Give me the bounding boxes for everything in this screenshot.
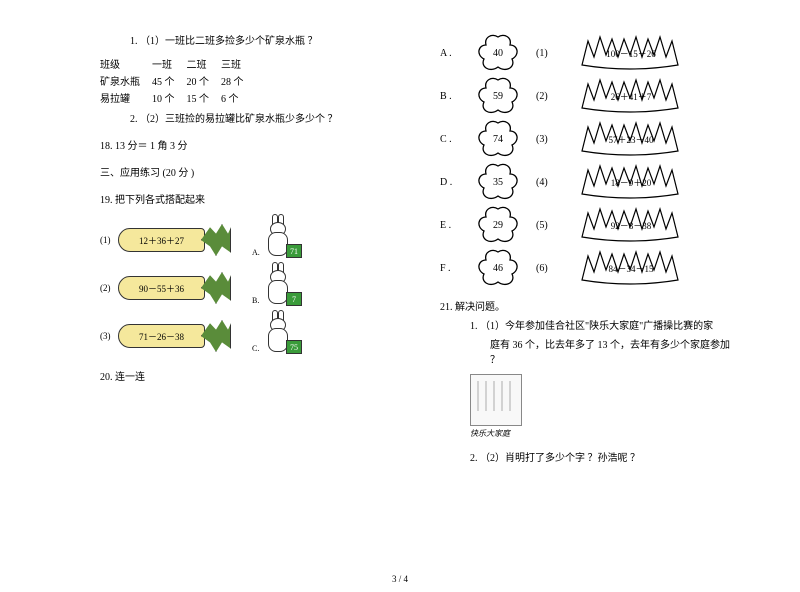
page-footer: 3 / 4: [0, 574, 800, 584]
family-caption: 快乐大家庭: [470, 428, 740, 439]
bunny-icon: B. 7: [262, 266, 298, 310]
flower-num: 35: [476, 162, 520, 202]
carrot-expr: 71－26－38: [118, 324, 205, 348]
flower-letter: D .: [440, 177, 460, 188]
th-c2: 二班: [187, 55, 222, 72]
flower-icon: 35: [476, 162, 520, 202]
carrot-icon: 90－55＋36: [118, 273, 238, 303]
carrot-expr: 12＋36＋27: [118, 228, 205, 252]
carrot-icon: 71－26－38: [118, 321, 238, 351]
carrot-idx: (3): [100, 331, 118, 341]
grass-idx: (6): [536, 263, 560, 274]
grass-idx: (1): [536, 48, 560, 59]
bunny-tag: 7: [286, 292, 302, 306]
flower-row: E . 29 (5) 92－8－38: [440, 205, 740, 245]
flower-num: 29: [476, 205, 520, 245]
flower-letter: F .: [440, 263, 460, 274]
flower-row: A . 40 (1) 100－15－26: [440, 33, 740, 73]
grass-icon: 18－9＋20: [576, 164, 686, 200]
flower-letter: B .: [440, 91, 460, 102]
flower-icon: 40: [476, 33, 520, 73]
flower-num: 40: [476, 33, 520, 73]
grass-icon: 57＋23－40: [576, 121, 686, 157]
bunny-icon: A. 71: [262, 218, 298, 262]
question-21-2: 2. （2）肖明打了多少个字 ？孙浩呢 ？: [470, 451, 740, 466]
question-21-1a: 1. （1）今年参加佳合社区"陕乐大家庭"广播操比赛的家: [470, 319, 740, 334]
data-table: 班级 一班 二班 三班 矿泉水瓶 45 个 20 个 28 个 易拉罐 10 个…: [100, 55, 256, 106]
cell: 15 个: [187, 89, 222, 106]
grass-expr: 84－34－15: [576, 250, 686, 286]
flower-letter: A .: [440, 48, 460, 59]
carrot-icon: 12＋36＋27: [118, 225, 238, 255]
grass-idx: (4): [536, 177, 560, 188]
page: 1. （1）一班比二班多捡多少个矿泉水瓶 ？ 班级 一班 二班 三班 矿泉水瓶 …: [0, 0, 800, 490]
flower-num: 74: [476, 119, 520, 159]
row-cans-label: 易拉罐: [100, 89, 152, 106]
grass-idx: (2): [536, 91, 560, 102]
grass-expr: 100－15－26: [576, 35, 686, 71]
carrot-expr: 90－55＋36: [118, 276, 205, 300]
carrot-matching: (1) 12＋36＋27 A. 71 (2) 90－55＋36: [100, 218, 400, 358]
leaf-icon: [201, 224, 231, 256]
question-21: 21. 解决问题。: [440, 300, 740, 315]
grass-icon: 26＋41＋7: [576, 78, 686, 114]
bunny-letter: A.: [252, 248, 260, 257]
bunny-tag: 71: [286, 244, 302, 258]
leaf-icon: [201, 320, 231, 352]
question-1-2: 2. （2）三班捡的易拉罐比矿泉水瓶少多少个 ？: [130, 112, 400, 127]
section-3-title: 三、应用练习 (20 分 ): [100, 166, 400, 181]
bunny-letter: C.: [252, 344, 259, 353]
flower-row: F . 46 (6) 84－34－15: [440, 248, 740, 288]
flower-row: D . 35 (4) 18－9＋20: [440, 162, 740, 202]
cell: 28 个: [221, 72, 256, 89]
question-21-1b: 庭有 36 个，比去年多了 13 个，去年有多少个家庭参加 ？: [490, 338, 740, 368]
question-19: 19. 把下列各式搭配起来: [100, 193, 400, 208]
carrot-row-3: (3) 71－26－38 C. 75: [100, 314, 400, 358]
grass-expr: 92－8－38: [576, 207, 686, 243]
question-18: 18. 13 分＝ 1 角 3 分: [100, 139, 400, 154]
flower-num: 46: [476, 248, 520, 288]
question-1-1: 1. （1）一班比二班多捡多少个矿泉水瓶 ？: [130, 34, 400, 49]
carrot-idx: (2): [100, 283, 118, 293]
flower-icon: 29: [476, 205, 520, 245]
carrot-idx: (1): [100, 235, 118, 245]
flower-row: C . 74 (3) 57＋23－40: [440, 119, 740, 159]
flower-matching: A . 40 (1) 100－15－26 B . 59 (2): [440, 33, 740, 288]
question-20: 20. 连一连: [100, 370, 400, 385]
grass-idx: (3): [536, 134, 560, 145]
bunny-tag: 75: [286, 340, 302, 354]
flower-letter: E .: [440, 220, 460, 231]
bunny-icon: C. 75: [262, 314, 298, 358]
th-c3: 三班: [221, 55, 256, 72]
family-image-icon: [470, 374, 522, 426]
grass-icon: 100－15－26: [576, 35, 686, 71]
grass-expr: 26＋41＋7: [576, 78, 686, 114]
flower-icon: 59: [476, 76, 520, 116]
cell: 45 个: [152, 72, 187, 89]
th-class: 班级: [100, 55, 152, 72]
flower-letter: C .: [440, 134, 460, 145]
grass-expr: 57＋23－40: [576, 121, 686, 157]
flower-num: 59: [476, 76, 520, 116]
row-bottles-label: 矿泉水瓶: [100, 72, 152, 89]
th-c1: 一班: [152, 55, 187, 72]
left-column: 1. （1）一班比二班多捡多少个矿泉水瓶 ？ 班级 一班 二班 三班 矿泉水瓶 …: [100, 30, 400, 470]
right-column: A . 40 (1) 100－15－26 B . 59 (2): [440, 30, 740, 470]
flower-row: B . 59 (2) 26＋41＋7: [440, 76, 740, 116]
grass-expr: 18－9＋20: [576, 164, 686, 200]
cell: 10 个: [152, 89, 187, 106]
grass-idx: (5): [536, 220, 560, 231]
carrot-row-2: (2) 90－55＋36 B. 7: [100, 266, 400, 310]
leaf-icon: [201, 272, 231, 304]
bunny-letter: B.: [252, 296, 259, 305]
grass-icon: 84－34－15: [576, 250, 686, 286]
cell: 6 个: [221, 89, 256, 106]
cell: 20 个: [187, 72, 222, 89]
flower-icon: 46: [476, 248, 520, 288]
flower-icon: 74: [476, 119, 520, 159]
grass-icon: 92－8－38: [576, 207, 686, 243]
carrot-row-1: (1) 12＋36＋27 A. 71: [100, 218, 400, 262]
